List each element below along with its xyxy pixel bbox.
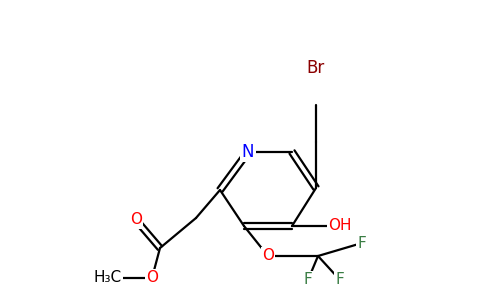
Text: N: N xyxy=(242,143,254,161)
Text: H₃C: H₃C xyxy=(94,271,122,286)
Text: Br: Br xyxy=(307,59,325,77)
Text: O: O xyxy=(130,212,142,227)
Text: F: F xyxy=(335,272,345,287)
Text: O: O xyxy=(262,248,274,263)
Text: F: F xyxy=(358,236,366,250)
Text: O: O xyxy=(146,271,158,286)
Text: F: F xyxy=(303,272,312,287)
Text: OH: OH xyxy=(328,218,352,233)
